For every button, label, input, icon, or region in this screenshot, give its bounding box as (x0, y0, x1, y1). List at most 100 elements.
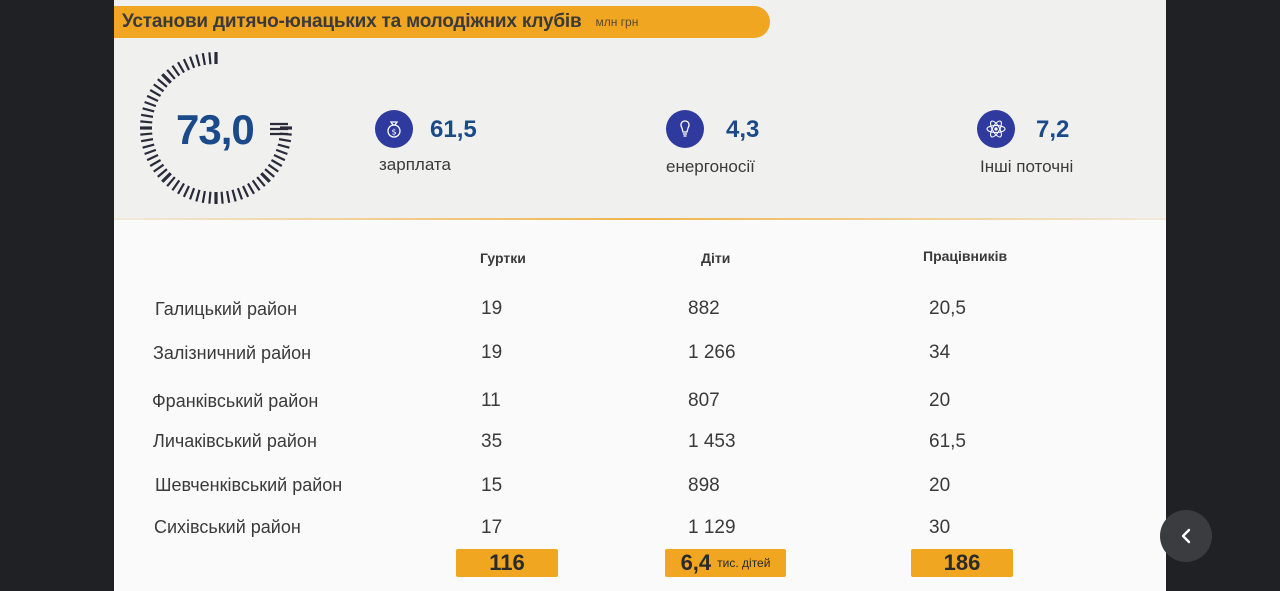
gauge-tick (157, 168, 168, 178)
gauge-tick (166, 69, 176, 80)
gauge-tick (142, 143, 155, 149)
gauge-tick (146, 94, 159, 102)
gauge-tick (153, 163, 165, 173)
gauge-tick (220, 191, 224, 204)
gauge-tick (149, 159, 162, 167)
gauge-tick (256, 176, 266, 187)
gauge-tick (171, 179, 181, 191)
children-count: 1 266 (688, 342, 736, 363)
children-count: 807 (688, 390, 720, 411)
gauge-tick (144, 148, 157, 156)
money-bag-icon: $ (375, 110, 413, 148)
total-groups: 116 (489, 550, 525, 575)
gauge-tick (260, 172, 271, 183)
column-header-children: Діти (701, 250, 731, 266)
svg-text:$: $ (391, 128, 396, 137)
children-count: 1 129 (688, 517, 736, 538)
groups-count: 19 (481, 298, 503, 319)
gauge-tick (171, 65, 181, 77)
groups-count: 35 (481, 431, 503, 452)
gauge-tick (270, 159, 283, 167)
chevron-left-icon (1181, 528, 1191, 544)
staff-count: 34 (929, 342, 951, 363)
gauge-tick (264, 168, 275, 178)
total-children-unit: тис. дітей (717, 556, 771, 570)
gauge-tick (275, 148, 288, 156)
gauge-tick (177, 61, 185, 74)
gauge-tick (247, 182, 255, 195)
gauge-tick (277, 143, 290, 149)
gauge-tick (140, 138, 154, 143)
staff-count: 30 (929, 517, 951, 538)
other-label: Інші поточні (980, 157, 1074, 176)
gauge-tick (208, 191, 212, 204)
gauge-tick (157, 78, 168, 88)
back-button[interactable] (1160, 510, 1212, 562)
section-divider (114, 218, 1166, 220)
gauge-tick (140, 120, 153, 124)
column-header-staff: Працівників (923, 248, 1008, 264)
atom-icon (977, 110, 1015, 148)
gauge-tick (201, 52, 206, 66)
groups-count: 15 (481, 475, 503, 496)
other-value: 7,2 (1036, 116, 1070, 143)
gauge-tick (142, 107, 155, 113)
groups-count: 11 (481, 390, 501, 411)
gauge-tick (153, 83, 165, 93)
district-name: Личаківський район (153, 431, 317, 451)
children-count: 1 453 (688, 431, 736, 452)
energy-label: енергоносії (666, 157, 755, 176)
gauge-tick (195, 54, 201, 67)
gauge-tick (267, 163, 279, 173)
gauge-tick (140, 113, 154, 118)
gauge-tick (208, 52, 212, 65)
gauge-tick (201, 190, 206, 204)
lightbulb-icon (666, 110, 704, 148)
gauge-tick (231, 189, 237, 202)
gauge-tick (188, 56, 196, 69)
gauge-tick (161, 172, 172, 183)
total-budget-value: 73,0 (176, 106, 255, 153)
gauge-tick (278, 138, 292, 143)
district-name: Галицький район (155, 299, 298, 319)
district-table: Гуртки Діти Працівників Галицький район … (114, 220, 1166, 591)
slide-title: Установи дитячо-юнацьких та молодіжних к… (122, 11, 582, 32)
gauge-tick (182, 185, 190, 198)
gauge-tick (188, 187, 196, 200)
column-header-groups: Гуртки (480, 250, 526, 266)
district-name: Франківський район (152, 391, 319, 411)
salary-label: зарплата (379, 155, 451, 174)
staff-count: 20,5 (929, 298, 966, 319)
gauge-tick (144, 100, 157, 108)
gauge-tick (242, 185, 250, 198)
gauge-tick (140, 132, 153, 136)
gauge-tick (195, 189, 201, 202)
children-count: 882 (688, 298, 720, 319)
gauge-tick (273, 154, 286, 162)
title-banner: Установи дитячо-юнацьких та молодіжних к… (114, 6, 770, 38)
staff-count: 20 (929, 390, 951, 411)
gauge-tick (177, 182, 185, 195)
district-name: Залізничний район (153, 343, 312, 363)
total-children-badge: 6,4 тис. дітей (665, 549, 786, 577)
groups-count: 17 (481, 517, 503, 538)
district-name: Сихівський район (154, 517, 301, 537)
gauge-tick (251, 179, 261, 191)
gauge-tick (182, 58, 190, 71)
budget-gauge (140, 52, 292, 204)
district-name: Шевченківський район (155, 475, 343, 495)
gauge-tick (166, 176, 176, 187)
unit-label: млн грн (595, 15, 639, 29)
groups-count: 19 (481, 342, 503, 363)
staff-count: 61,5 (929, 431, 966, 452)
gauge-tick (146, 154, 159, 162)
gauge-tick (226, 190, 231, 204)
gauge-tick (149, 89, 162, 97)
energy-value: 4,3 (726, 116, 760, 143)
gauge-tick (236, 187, 244, 200)
children-count: 898 (688, 475, 720, 496)
total-children: 6,4 (680, 550, 712, 575)
presentation-slide: Установи дитячо-юнацьких та молодіжних к… (114, 0, 1166, 591)
staff-count: 20 (929, 475, 951, 496)
total-staff-badge: 186 (911, 549, 1013, 577)
